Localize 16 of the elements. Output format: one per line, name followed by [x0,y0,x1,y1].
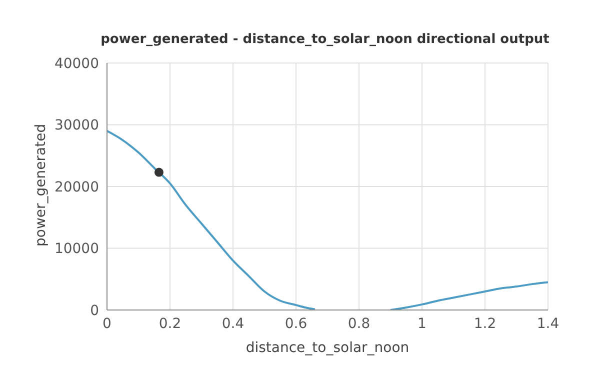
x-tick-label: 0.8 [348,316,370,332]
x-tick-label: 1.4 [536,316,560,332]
y-tick-label: 10000 [54,241,99,258]
x-axis-title: distance_to_solar_noon [246,340,410,356]
y-tick-label: 20000 [54,179,99,196]
y-tick-label: 0 [90,302,99,319]
x-tick-label: 0.2 [158,316,182,332]
x-tick-label: 1 [418,316,426,332]
y-axis-title: power_generated [32,124,49,246]
chart-title: power_generated - distance_to_solar_noon directional output [100,32,550,47]
y-tick-label: 40000 [54,56,99,72]
x-tick-label: 0 [102,316,112,332]
x-tick-label: 0.6 [284,316,308,332]
x-tick-label: 1.2 [474,316,496,332]
x-tick-label: 0.4 [222,316,244,332]
y-tick-label: 30000 [54,118,99,134]
